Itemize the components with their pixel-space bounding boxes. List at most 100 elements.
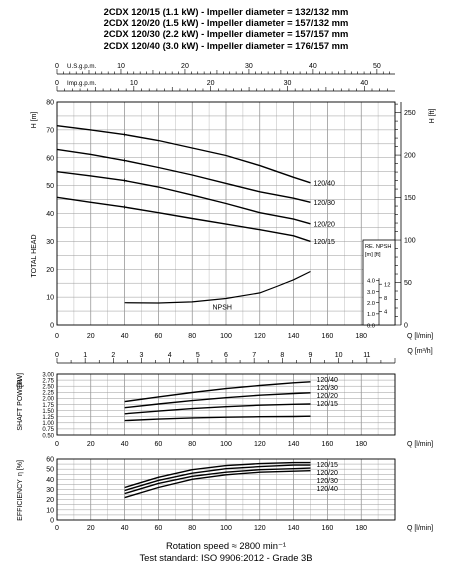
title-line-2: 2CDX 120/20 (1.5 kW) - Impeller diameter… <box>103 17 349 29</box>
npsh-curve <box>124 270 311 304</box>
eff-ytick-label: 40 <box>46 477 54 484</box>
eff-xtick-label: 20 <box>87 525 95 532</box>
head-marker: + <box>122 203 127 212</box>
power-xtick-label: 20 <box>87 441 95 448</box>
title-line-1: 2CDX 120/15 (1.1 kW) - Impeller diameter… <box>103 6 349 17</box>
head-ytick-label: 40 <box>46 211 54 218</box>
head-series-label: 120/30 <box>314 200 336 207</box>
head-xtick-label: 0 <box>55 333 59 340</box>
eff-series-label: 120/40 <box>317 486 339 493</box>
head-ft-tick-label: 150 <box>404 195 416 202</box>
eff-series-120-20 <box>124 464 311 492</box>
power-ytick-label: 2.25 <box>42 391 54 397</box>
power-y-unit: [kW] <box>17 373 24 387</box>
eff-ytick-label: 0 <box>50 518 54 525</box>
impgpm-tick-label: 40 <box>360 80 368 87</box>
head-ytick-label: 30 <box>46 239 54 246</box>
m3h-axis-label: Q [m³/h] <box>407 348 432 355</box>
power-series-label: 120/20 <box>317 393 339 400</box>
head-xtick-label: 160 <box>322 333 334 340</box>
npsh-m-tick-label: 0.0 <box>367 323 375 329</box>
rotation-speed-note: Rotation speed ≈ 2800 min⁻¹ <box>165 540 287 551</box>
head-ft-tick-label: 200 <box>404 153 416 160</box>
eff-xtick-label: 120 <box>254 525 266 532</box>
impgpm-tick-label: 0 <box>55 80 59 87</box>
usgpm-tick-label: 50 <box>373 63 381 70</box>
impgpm-axis-label: Imp.g.p.m. <box>67 80 97 87</box>
eff-xtick-label: 100 <box>220 525 232 532</box>
head-marker: + <box>122 176 127 185</box>
power-series-120-30 <box>124 392 311 409</box>
head-xtick-label: 180 <box>355 333 367 340</box>
head-y-unit: H [m] <box>31 112 38 129</box>
head-series-120-20 <box>56 171 311 225</box>
head-series-label: 120/40 <box>314 180 336 187</box>
power-series-120-40 <box>124 381 311 403</box>
head-ytick-label: 80 <box>46 100 54 107</box>
eff-xlabel: Q [l/min] <box>407 525 433 532</box>
head-xtick-label: 80 <box>188 333 196 340</box>
power-series-120-20 <box>124 403 311 415</box>
power-ytick-label: 1.00 <box>42 421 54 427</box>
npsh-box-header: RE. NPSH <box>365 244 391 250</box>
eff-xtick-label: 0 <box>55 525 59 532</box>
eff-series-label: 120/15 <box>317 462 339 469</box>
m3h-tick-label: 3 <box>140 352 144 359</box>
head-ft-tick-label: 250 <box>404 110 416 117</box>
power-frame <box>56 373 396 436</box>
npsh-m-tick-label: 3.0 <box>367 290 375 296</box>
npsh-ft-tick-label: 12 <box>384 283 390 289</box>
power-ytick-label: 3.00 <box>42 372 54 378</box>
power-xtick-label: 120 <box>254 441 266 448</box>
eff-xtick-label: 160 <box>322 525 334 532</box>
eff-series-label: 120/20 <box>317 470 339 477</box>
head-series-120-30 <box>56 148 311 203</box>
power-xlabel: Q [l/min] <box>407 441 433 448</box>
eff-frame <box>56 458 396 521</box>
eff-series-120-30 <box>124 467 311 495</box>
power-xtick-label: 140 <box>288 441 300 448</box>
head-series-label: 120/20 <box>314 221 336 228</box>
m3h-tick-label: 4 <box>168 352 172 359</box>
power-series-label: 120/15 <box>317 401 339 408</box>
eff-ytick-label: 30 <box>46 487 54 494</box>
head-xlabel: Q [l/min] <box>407 333 433 340</box>
head-ytick-label: 70 <box>46 127 54 134</box>
head-xtick-label: 20 <box>87 333 95 340</box>
head-ylabel: TOTAL HEAD <box>31 234 38 277</box>
m3h-tick-label: 2 <box>111 352 115 359</box>
head-series-120-40 <box>56 125 311 184</box>
impgpm-tick-label: 20 <box>207 80 215 87</box>
head-xtick-label: 60 <box>155 333 163 340</box>
head-marker: + <box>122 130 127 139</box>
eff-xtick-label: 140 <box>288 525 300 532</box>
npsh-ft-tick-label: 8 <box>384 296 387 302</box>
power-xtick-label: 0 <box>55 441 59 448</box>
m3h-tick-label: 6 <box>224 352 228 359</box>
test-standard-note: Test standard: ISO 9906:2012 - Grade 3B <box>139 551 313 563</box>
impgpm-tick-label: 10 <box>130 80 138 87</box>
power-series-label: 120/40 <box>317 377 339 384</box>
power-ytick-label: 2.50 <box>42 385 54 391</box>
eff-ytick-label: 20 <box>46 497 54 504</box>
impgpm-tick-label: 30 <box>284 80 292 87</box>
head-ytick-label: 10 <box>46 295 54 302</box>
npsh-box-units: [m] [ft] <box>365 252 381 258</box>
m3h-tick-label: 9 <box>309 352 313 359</box>
head-xtick-label: 40 <box>121 333 129 340</box>
usgpm-tick-label: 20 <box>181 63 189 70</box>
power-series-label: 120/30 <box>317 385 339 392</box>
m3h-tick-label: 1 <box>83 352 87 359</box>
eff-ylabel: EFFICIENCY <box>17 479 24 521</box>
head-ft-tick-label: 100 <box>404 238 416 245</box>
m3h-tick-label: 7 <box>252 352 256 359</box>
eff-ytick-label: 10 <box>46 507 54 514</box>
head-xtick-label: 120 <box>254 333 266 340</box>
m3h-tick-label: 0 <box>55 352 59 359</box>
power-ytick-label: 0.50 <box>42 433 54 439</box>
head-ytick-label: 20 <box>46 267 54 274</box>
power-ylabel: SHAFT POWER <box>17 379 24 430</box>
m3h-tick-label: 5 <box>196 352 200 359</box>
eff-series-label: 120/30 <box>317 478 339 485</box>
